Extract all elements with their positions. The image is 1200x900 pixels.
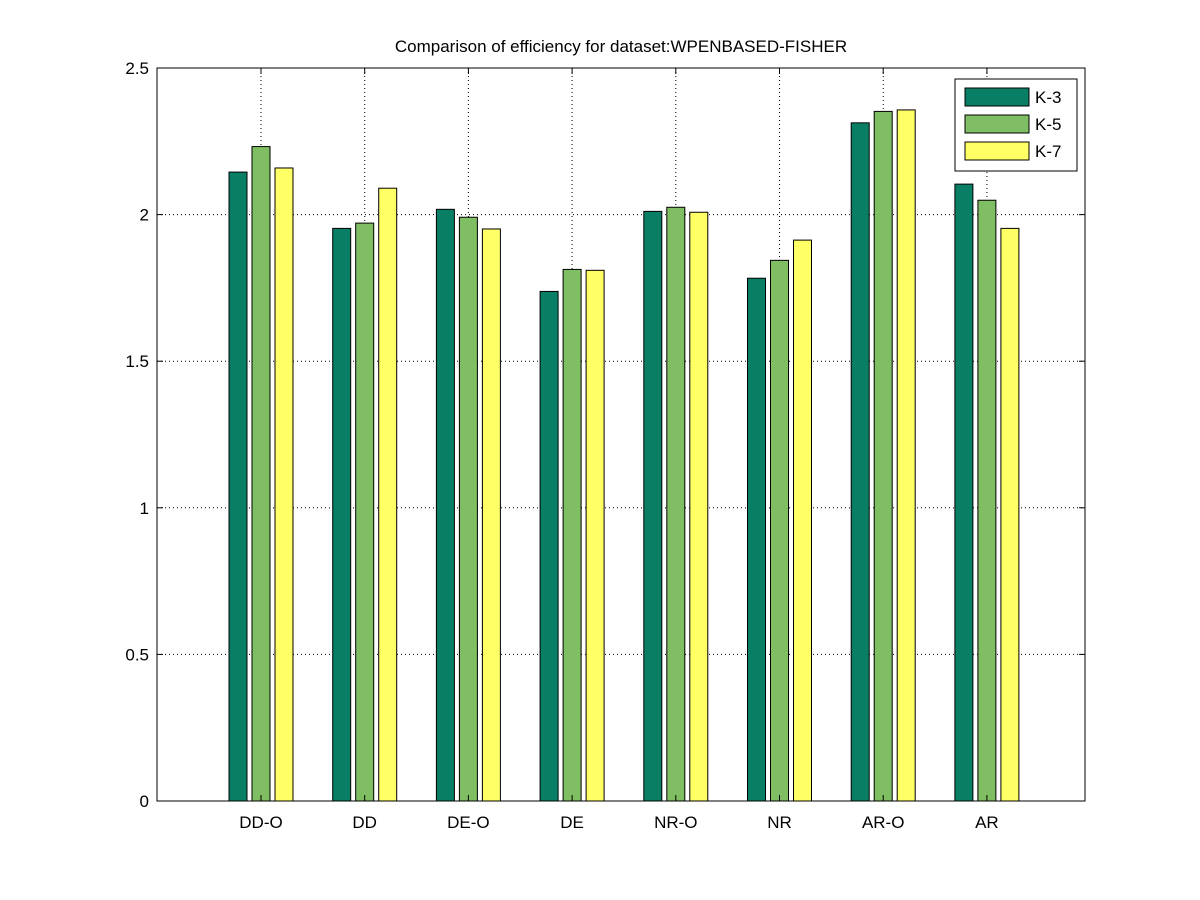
bar-k-7-de: [585, 269, 605, 802]
y-tick-label: 1.5: [125, 352, 149, 371]
y-tick-label: 0.5: [125, 645, 149, 664]
legend-label: K-3: [1035, 88, 1061, 107]
bar-k-7-dd-o: [274, 167, 294, 802]
plot-area: [157, 68, 1085, 801]
bar-k-3-dd-o: [228, 171, 248, 802]
bar-k-3-ar: [954, 183, 974, 802]
legend-swatch: [964, 141, 1030, 161]
x-tick-label: DD: [352, 813, 377, 832]
legend-label: K-7: [1035, 142, 1061, 161]
bar-k-3-de: [539, 290, 559, 802]
x-tick-label: AR: [975, 813, 999, 832]
y-tick-label: 2.5: [125, 59, 149, 78]
y-tick-label: 1: [140, 499, 149, 518]
bar-k-7-nr-o: [689, 211, 709, 802]
x-tick-label: DD-O: [239, 813, 282, 832]
x-tick-label: NR: [767, 813, 792, 832]
chart-title: Comparison of efficiency for dataset:WPE…: [395, 37, 847, 56]
bar-k-5-dd-o: [251, 146, 271, 802]
bar-k-3-nr-o: [643, 210, 663, 802]
legend: K-3 K-5 K-7: [954, 78, 1078, 172]
legend-label: K-5: [1035, 115, 1061, 134]
bar-k-7-dd: [378, 187, 398, 802]
bar-k-5-ar: [977, 199, 997, 802]
bar-k-7-nr: [793, 239, 812, 802]
legend-swatch: [964, 87, 1030, 107]
y-tick-label: 2: [140, 206, 149, 225]
x-tick-label: NR-O: [654, 813, 697, 832]
bar-k-7-ar-o: [896, 109, 916, 802]
bar-k-5-ar-o: [873, 110, 893, 802]
bar-k-5-nr: [770, 259, 789, 802]
bar-k-3-dd: [332, 227, 352, 802]
bar-k-7-de-o: [481, 228, 501, 802]
x-tick-label: DE-O: [447, 813, 490, 832]
tick-layer: 0 0.5 1 1.5 2 2.5 DD-O DD DE-O DE NR-O NR AR-O AR: [125, 59, 1085, 832]
bar-k-5-dd: [355, 222, 375, 802]
bar-layer: [228, 109, 1020, 802]
y-tick-label: 0: [140, 792, 149, 811]
plot-frame: [156, 67, 1086, 802]
bar-k-5-de-o: [458, 216, 478, 802]
x-tick-label: DE: [560, 813, 584, 832]
bar-k-3-ar-o: [850, 122, 870, 802]
bar-k-3-nr: [747, 277, 766, 802]
bar-k-5-nr-o: [666, 206, 686, 802]
x-tick-label: AR-O: [862, 813, 905, 832]
grid-layer: [157, 68, 1085, 801]
bar-k-7-ar: [1000, 227, 1020, 802]
bar-k-3-de-o: [435, 208, 455, 802]
legend-swatch: [964, 114, 1030, 134]
bar-k-5-de: [562, 268, 582, 802]
